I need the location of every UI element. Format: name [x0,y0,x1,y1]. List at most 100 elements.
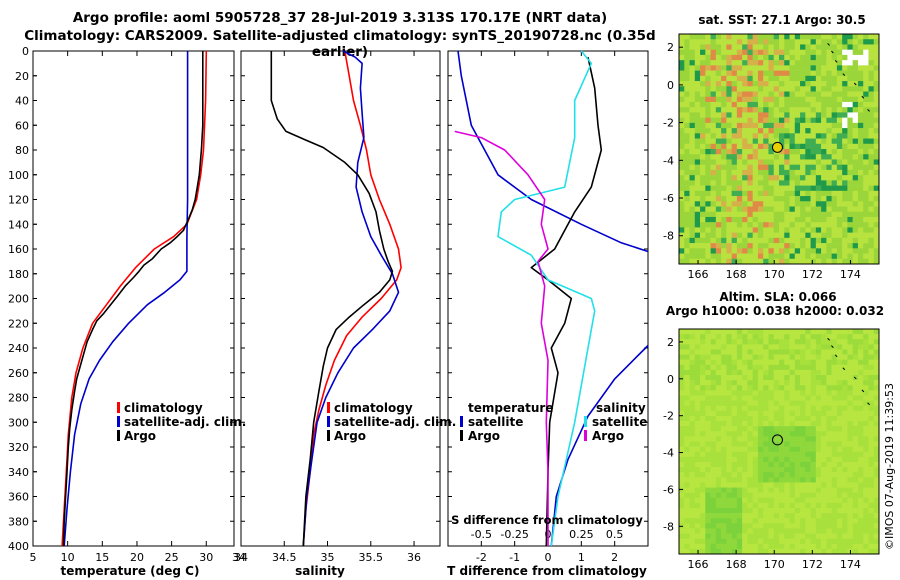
map-cell [826,101,832,108]
map-cell [694,364,701,371]
map-cell [826,482,832,488]
map-cell [715,390,722,396]
map-cell [768,513,775,519]
map-cell [715,175,722,181]
coastline-mark [827,337,830,341]
map-cell [747,117,753,124]
map-cell [757,117,764,124]
map-cell [747,375,753,381]
map-cell [731,44,738,50]
map-cell [752,149,759,155]
map-cell [784,248,790,254]
legend-argo: Argo [334,429,366,443]
map-cell [747,91,753,98]
map-cell [757,112,764,118]
map-cell [784,533,790,539]
map-cell [784,164,790,171]
map-cell [863,426,869,432]
map-cell [710,431,717,437]
map-cell [726,107,732,113]
map-cell [794,175,801,181]
map-cell [773,196,780,202]
map-cell [710,185,717,192]
map-cell [794,243,801,249]
map-cell [784,385,790,391]
map-cell [873,107,880,113]
map-cell [821,34,827,40]
map-cell [831,232,838,239]
map-cell [779,206,785,213]
map-cell [726,349,732,355]
map-cell [700,426,706,432]
map-cell [694,227,701,233]
map-cell [768,107,775,113]
map-cell [768,185,775,192]
map-cell [836,201,843,207]
map-cell [794,431,801,437]
map-cell [815,232,822,239]
map-cell [700,169,706,176]
map-cell [684,164,690,171]
map-cell [710,60,717,66]
map-cell [857,380,864,386]
map-cell [805,54,811,61]
map-cell [868,431,875,437]
map-cell [726,149,732,155]
map-cell [784,344,790,350]
map-cell [826,436,832,442]
map-cell [773,60,780,66]
map-cell [731,112,738,118]
map-cell [757,461,764,468]
map-cell [705,248,711,254]
map-cell [773,482,780,488]
map-cell [857,441,864,447]
map-cell [700,39,706,45]
map-cell [810,359,817,366]
map-cell [810,507,817,514]
map-cell [857,477,864,483]
map-cell [826,201,832,207]
map-cell [852,143,859,150]
map-cell [815,44,822,50]
map-cell [710,39,717,45]
map-cell [757,143,764,150]
map-cell [815,334,822,340]
map-cell [794,482,801,488]
map-cell [768,518,775,524]
map-cell [710,533,717,539]
map-cell [831,169,838,176]
map-cell [779,507,785,514]
map-cell [768,482,775,488]
map-cell [826,133,832,139]
map-cell [805,248,811,254]
map-cell [715,54,722,61]
map-cell [731,523,738,529]
map-cell [852,159,859,165]
map-cell [694,538,701,545]
map-cell [757,196,764,202]
map-cell [721,180,727,186]
map-cell [763,65,769,71]
map-cell [721,81,727,87]
map-cell [821,513,827,519]
map-cell [868,122,875,129]
map-cell [721,456,727,463]
series-line-temperature-satellite [457,50,649,253]
map-cell [752,86,759,92]
map-cell [800,385,806,391]
map-cell [873,91,880,98]
map-cell [684,81,690,87]
map-cell [794,477,801,483]
map-cell [810,133,817,139]
map-cell [747,472,753,478]
map-cell [773,497,780,504]
map-cell [826,441,832,447]
map-cell [873,60,880,66]
map-cell [805,81,811,87]
map-cell [868,232,875,239]
map-cell [863,227,869,233]
map-cell [826,154,832,160]
map-cell [700,143,706,150]
map-cell [821,237,827,244]
map-cell [826,467,832,473]
